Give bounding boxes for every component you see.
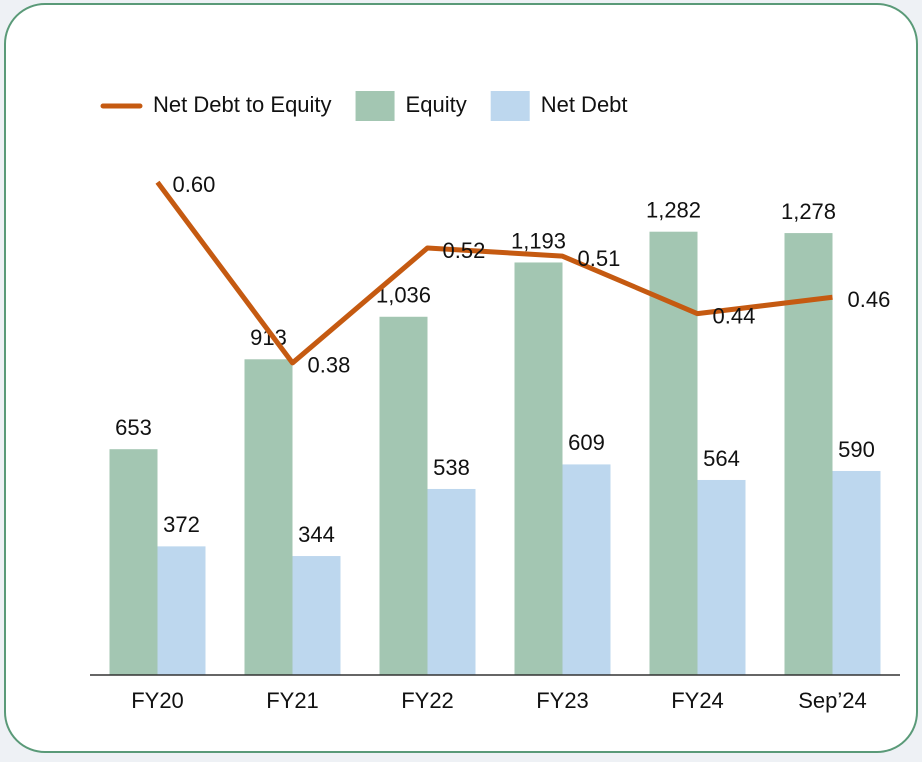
bar (109, 449, 158, 675)
x-tick-label: FY21 (266, 688, 319, 713)
bar (379, 316, 428, 675)
data-label: 1,193 (511, 228, 566, 253)
line-label: 0.38 (308, 353, 351, 378)
x-tick-label: FY22 (401, 688, 454, 713)
x-tick-label: FY23 (536, 688, 589, 713)
bar (514, 262, 563, 675)
legend-label: Net Debt to Equity (153, 92, 332, 117)
line-label: 0.51 (578, 246, 621, 271)
legend-label: Equity (406, 92, 467, 117)
bar (784, 233, 833, 675)
legend-label: Net Debt (541, 92, 628, 117)
legend-swatch (490, 91, 530, 121)
bar (427, 488, 476, 675)
data-label: 1,278 (781, 199, 836, 224)
data-label: 609 (568, 430, 605, 455)
line-label: 0.52 (443, 238, 486, 263)
x-tick-label: FY24 (671, 688, 724, 713)
line-label: 0.60 (173, 172, 216, 197)
bar (292, 556, 341, 675)
bar (562, 464, 611, 675)
data-label: 538 (433, 455, 470, 480)
bar (157, 546, 206, 675)
line-label: 0.46 (848, 287, 891, 312)
data-label: 564 (703, 446, 740, 471)
data-label: 344 (298, 522, 335, 547)
line-label: 0.44 (713, 303, 756, 328)
bar (244, 359, 293, 675)
bar (697, 479, 746, 675)
data-label: 1,282 (646, 198, 701, 223)
x-tick-label: Sep’24 (798, 688, 867, 713)
data-label: 590 (838, 437, 875, 462)
data-label: 653 (115, 415, 152, 440)
legend-swatch (355, 91, 395, 121)
data-label: 372 (163, 512, 200, 537)
line (155, 180, 833, 366)
bar (832, 470, 881, 675)
x-tick-label: FY20 (131, 688, 184, 713)
